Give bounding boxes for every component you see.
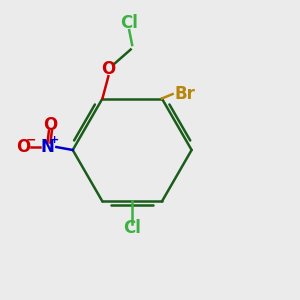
Text: Cl: Cl: [123, 219, 141, 237]
Text: O: O: [16, 138, 31, 156]
Text: O: O: [43, 116, 58, 134]
Text: −: −: [25, 134, 36, 147]
Text: Br: Br: [174, 85, 195, 103]
Text: O: O: [101, 60, 116, 78]
Text: Cl: Cl: [120, 14, 138, 32]
Text: +: +: [50, 136, 59, 146]
Text: N: N: [40, 138, 54, 156]
